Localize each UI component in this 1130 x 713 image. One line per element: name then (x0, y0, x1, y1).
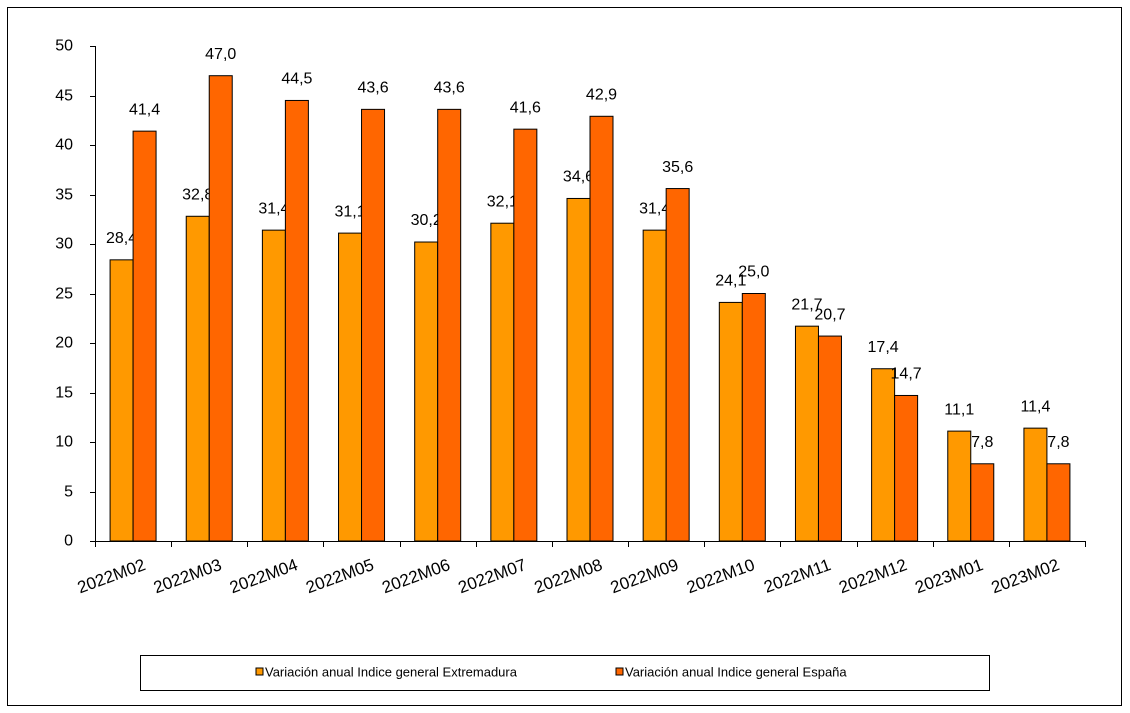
value-label: 41,4 (129, 101, 160, 118)
bar (589, 115, 614, 542)
bar (741, 293, 766, 542)
bar (894, 394, 919, 542)
y-tick-label: 10 (55, 434, 73, 451)
bar (414, 241, 439, 542)
y-tick-label: 40 (55, 137, 73, 154)
value-label: 47,0 (205, 46, 236, 63)
y-tick-label: 20 (55, 335, 73, 352)
y-tick-label: 50 (55, 38, 73, 55)
value-label: 7,8 (971, 434, 993, 451)
bar (338, 232, 363, 542)
bar (947, 430, 972, 542)
value-label: 17,4 (868, 339, 899, 356)
bar (1023, 427, 1048, 542)
value-label: 41,6 (510, 99, 541, 116)
bar (794, 325, 819, 542)
value-label: 7,8 (1047, 434, 1069, 451)
bar (513, 128, 538, 542)
bar (132, 130, 157, 542)
bar (665, 188, 690, 542)
bar (566, 197, 591, 542)
value-label: 20,7 (814, 306, 845, 323)
value-label: 32,1 (487, 193, 518, 210)
legend-label: Variación anual Indice general Extremadu… (265, 664, 518, 679)
y-tick-label: 35 (55, 187, 73, 204)
chart-frame (7, 7, 1122, 706)
bar (642, 229, 667, 542)
value-label: 43,6 (434, 80, 465, 97)
value-label: 24,1 (715, 273, 746, 290)
bar (284, 99, 309, 542)
value-label: 31,1 (334, 203, 365, 220)
y-tick-label: 0 (64, 533, 73, 550)
legend-label: Variación anual Indice general España (625, 664, 847, 679)
value-label: 44,5 (281, 71, 312, 88)
legend-box (140, 655, 990, 691)
value-label: 21,7 (791, 296, 822, 313)
bar (361, 108, 386, 542)
bar (208, 75, 233, 542)
bar (109, 259, 134, 542)
value-label: 31,4 (258, 200, 289, 217)
y-tick-label: 15 (55, 385, 73, 402)
bar (185, 215, 210, 542)
value-label: 31,4 (639, 200, 670, 217)
bar (261, 229, 286, 542)
bar (437, 108, 462, 542)
value-label: 34,6 (563, 169, 594, 186)
bar (970, 463, 995, 542)
value-label: 32,8 (182, 186, 213, 203)
y-tick-label: 30 (55, 236, 73, 253)
y-tick-label: 25 (55, 286, 73, 303)
value-label: 25,0 (738, 264, 769, 281)
y-tick-label: 5 (64, 484, 73, 501)
value-label: 28,4 (106, 230, 137, 247)
bar (871, 368, 896, 542)
y-tick-label: 45 (55, 88, 73, 105)
legend-swatch (255, 667, 264, 676)
bar (718, 301, 743, 542)
bar (817, 335, 842, 542)
value-label: 35,6 (662, 159, 693, 176)
value-label: 11,1 (944, 401, 974, 418)
value-label: 43,6 (357, 80, 388, 97)
value-label: 42,9 (586, 87, 617, 104)
bar (1046, 463, 1071, 542)
bar (490, 222, 515, 542)
value-label: 11,4 (1020, 398, 1050, 415)
value-label: 30,2 (411, 212, 442, 229)
value-label: 14,7 (891, 366, 922, 383)
legend-swatch (615, 667, 624, 676)
